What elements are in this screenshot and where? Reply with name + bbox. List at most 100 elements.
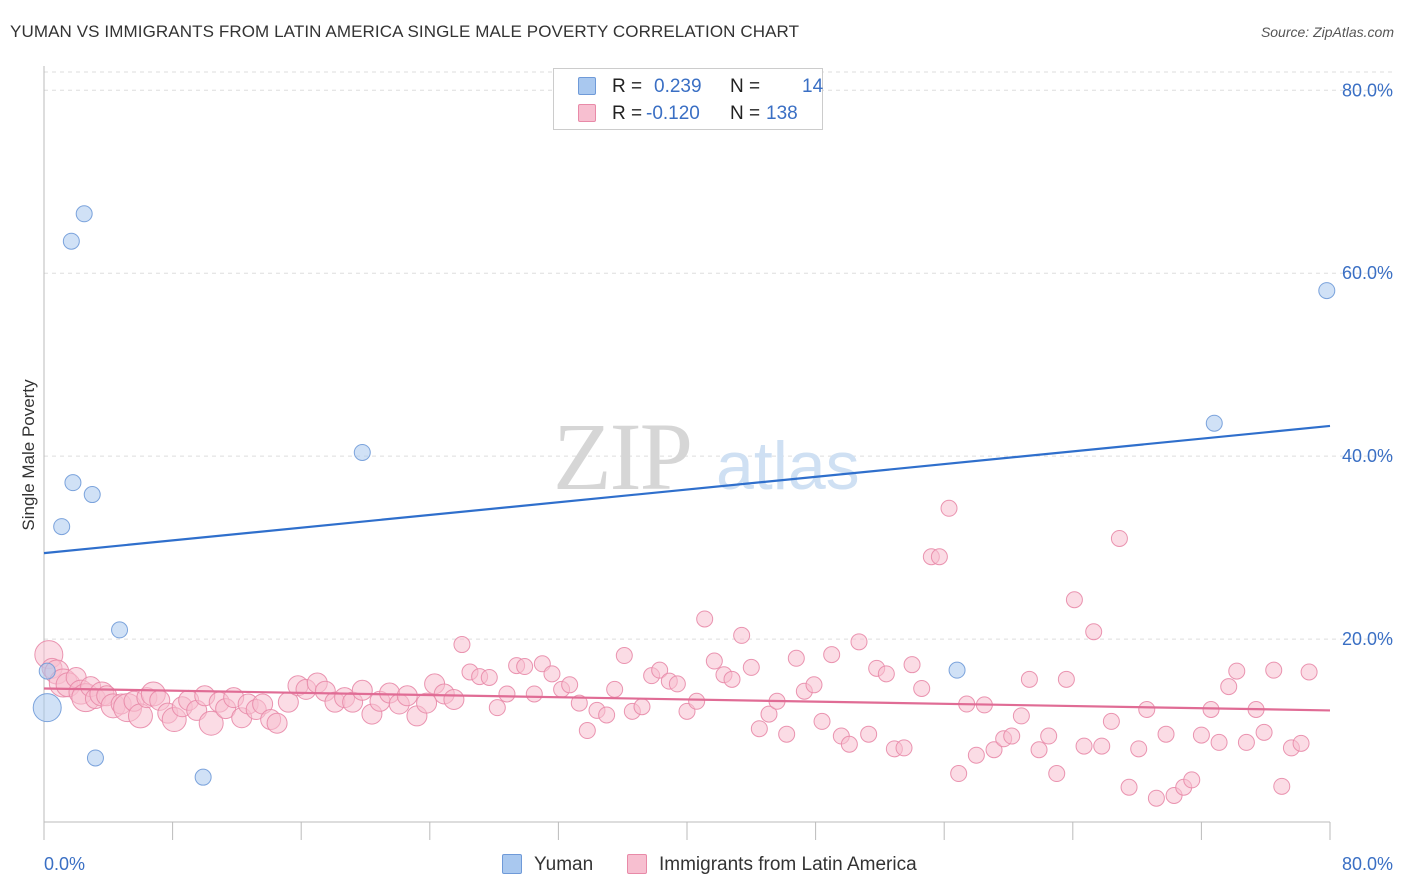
data-point-yuman [75,205,93,223]
data-point-immigrants [688,692,706,710]
data-point-immigrants [1220,678,1238,696]
data-point-immigrants [1093,737,1111,755]
data-point-immigrants [525,685,543,703]
data-point-immigrants [1048,765,1066,783]
legend-label-yuman: Yuman [534,854,594,875]
data-point-yuman [62,232,80,250]
data-point-immigrants [1265,661,1283,679]
data-point-immigrants [1120,778,1138,796]
data-point-immigrants [742,658,760,676]
data-point-immigrants [1040,727,1058,745]
data-point-immigrants [760,705,778,723]
data-point-immigrants [198,710,224,736]
data-point-immigrants [543,665,561,683]
y-tick-label: 40.0% [1342,446,1393,466]
trend-line-immigrants [43,687,1331,712]
source-credit: Source: ZipAtlas.com [1260,24,1394,40]
data-point-immigrants [850,633,868,651]
data-point-immigrants [1237,733,1255,751]
stats-r-value: 0.239 [654,76,702,97]
data-point-immigrants [750,720,768,738]
legend-swatch-yuman [502,854,522,874]
data-point-immigrants [860,725,878,743]
data-point-immigrants [598,706,616,724]
labels-layer: 20.0% 40.0% 60.0% 80.0% 0.0% 80.0% Single Male… [19,80,1393,874]
data-point-immigrants [985,741,1003,759]
stats-n-label: N = [730,76,761,97]
data-point-immigrants [1255,723,1273,741]
watermark-zip: ZIP [553,403,691,510]
y-tick-label: 80.0% [1342,80,1393,100]
data-point-immigrants [950,765,968,783]
y-tick-label: 60.0% [1342,263,1393,283]
x-tick-label: 0.0% [44,854,85,874]
axes-layer [43,66,1331,840]
grid-layer [44,71,1394,640]
data-point-immigrants [913,679,931,697]
data-point-immigrants [787,649,805,667]
data-point-immigrants [651,661,669,679]
data-point-immigrants [1183,771,1201,789]
data-point-immigrants [1192,726,1210,744]
data-point-immigrants [1030,741,1048,759]
data-point-immigrants [1003,727,1021,745]
data-point-immigrants [940,499,958,517]
stats-swatch-yuman [578,77,596,95]
legend-swatch-immigrants [627,854,647,874]
data-point-immigrants [696,610,714,628]
stats-n-label: N = [730,103,761,124]
data-point-immigrants [488,699,506,717]
data-point-immigrants [823,646,841,664]
data-point-yuman [1205,414,1223,432]
data-point-immigrants [813,712,831,730]
data-point-immigrants [606,680,624,698]
data-point-immigrants [903,656,921,674]
data-point-immigrants [1210,733,1228,751]
data-point-immigrants [1300,663,1318,681]
stats-swatch-immigrants [578,104,596,122]
watermark: ZIP atlas [553,403,860,510]
data-point-yuman [1318,282,1336,300]
data-point-immigrants [1110,529,1128,547]
data-point-yuman [948,661,966,679]
points-layer [32,205,1336,807]
data-point-immigrants [930,548,948,566]
data-point-immigrants [633,698,651,716]
stats-n-value: 138 [766,103,798,124]
data-point-yuman [64,474,82,492]
data-point-immigrants [498,685,516,703]
data-point-immigrants [1147,789,1165,807]
series-legend: Yuman Immigrants from Latin America [0,852,1406,878]
data-point-immigrants [668,675,686,693]
data-point-immigrants [1157,725,1175,743]
data-point-immigrants [1075,737,1093,755]
data-point-immigrants [516,658,534,676]
data-point-immigrants [877,665,895,683]
x-tick-label: 80.0% [1342,854,1393,874]
data-point-immigrants [453,636,471,654]
data-point-immigrants [561,676,579,694]
data-point-immigrants [840,735,858,753]
stats-legend: R = 0.239 N = 14 R = -0.120 N = 138 [553,68,823,130]
data-point-immigrants [416,692,438,714]
data-point-immigrants [967,746,985,764]
data-point-immigrants [705,652,723,670]
data-point-immigrants [723,670,741,688]
data-point-immigrants [1273,777,1291,795]
chart-title: YUMAN VS IMMIGRANTS FROM LATIN AMERICA S… [10,22,800,41]
data-point-immigrants [1292,734,1310,752]
trend-layer [43,424,1331,712]
data-point-immigrants [1130,740,1148,758]
data-point-immigrants [1012,707,1030,725]
data-point-immigrants [443,688,465,710]
legend-label-immigrants: Immigrants from Latin America [659,854,917,875]
data-point-immigrants [578,722,596,740]
data-point-yuman [111,621,129,639]
data-point-immigrants [1065,591,1083,609]
data-point-immigrants [1228,662,1246,680]
data-point-immigrants [480,668,498,686]
trend-line-yuman [43,424,1331,555]
data-point-immigrants [1138,701,1156,718]
data-point-yuman [53,518,71,536]
data-point-immigrants [615,647,633,665]
